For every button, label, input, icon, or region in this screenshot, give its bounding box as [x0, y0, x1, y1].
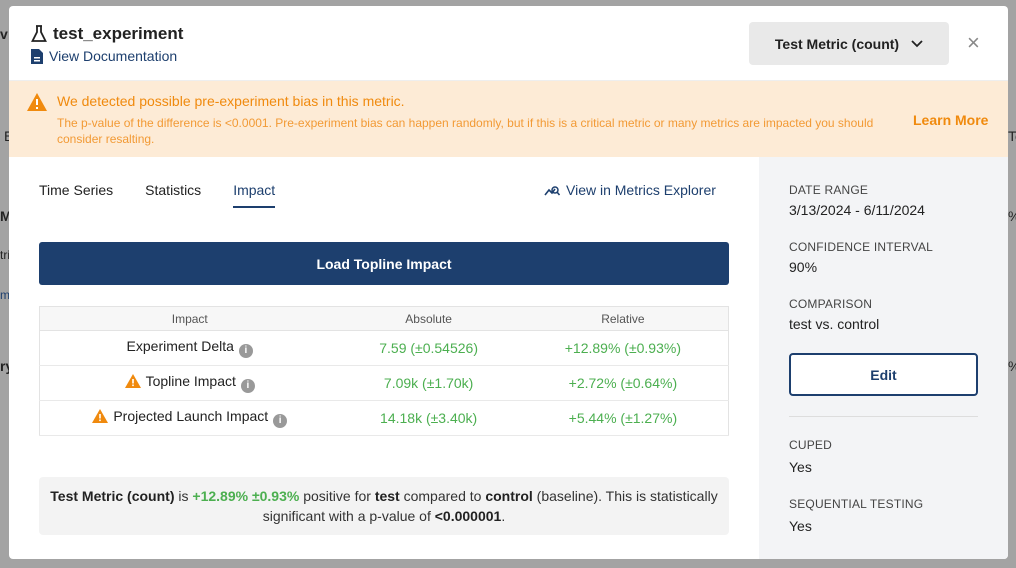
- relative-cell: +5.44% (±1.27%): [517, 400, 729, 436]
- summary-group: test: [374, 488, 400, 504]
- column-header: Relative: [517, 306, 729, 331]
- table-row: Projected Launch Impact i 14.18k (±3.40k)…: [39, 400, 729, 436]
- bg-text: tri: [0, 248, 10, 262]
- impact-name: Topline Impact: [145, 373, 236, 389]
- flask-icon: [31, 25, 47, 42]
- view-documentation-label: View Documentation: [49, 48, 178, 64]
- experiment-title: test_experiment: [31, 24, 183, 44]
- info-icon[interactable]: i: [240, 379, 255, 393]
- column-header: Absolute: [339, 306, 518, 331]
- impact-name-cell: Topline Impact i: [39, 365, 340, 401]
- learn-more-link[interactable]: Learn More: [913, 112, 989, 128]
- bg-text: M: [0, 208, 12, 224]
- summary-text: (baseline). This is statistically signif…: [262, 488, 718, 524]
- summary-text: compared to: [399, 488, 486, 504]
- column-header: Impact: [39, 306, 340, 331]
- bg-text: E: [4, 128, 13, 144]
- chevron-down-icon: [911, 39, 923, 47]
- summary-control: control: [485, 488, 533, 504]
- bg-text: v: [0, 26, 8, 42]
- info-icon[interactable]: i: [238, 344, 253, 358]
- metrics-explorer-label: View in Metrics Explorer: [566, 182, 716, 198]
- cuped-value: Yes: [789, 459, 812, 475]
- divider: [789, 416, 978, 417]
- absolute-cell: 7.09k (±1.70k): [339, 365, 518, 401]
- impact-name-cell: Experiment Delta i: [39, 330, 340, 366]
- load-topline-impact-button[interactable]: Load Topline Impact: [39, 242, 729, 285]
- document-icon: [31, 48, 43, 64]
- bg-text: m: [0, 288, 10, 302]
- summary-text: positive for: [299, 488, 375, 504]
- tab-bar: Time Series Statistics Impact: [39, 182, 276, 208]
- sequential-testing-label: SEQUENTIAL TESTING: [789, 497, 924, 511]
- impact-table: Impact Absolute Relative Experiment Delt…: [39, 306, 729, 436]
- info-icon[interactable]: i: [273, 414, 288, 428]
- comparison-value: test vs. control: [789, 316, 880, 332]
- absolute-cell: 7.59 (±0.54526): [339, 330, 518, 366]
- relative-cell: +2.72% (±0.64%): [517, 365, 729, 401]
- absolute-cell: 14.18k (±3.40k): [339, 400, 518, 436]
- date-range-label: DATE RANGE: [789, 183, 869, 197]
- summary-text: is: [174, 488, 193, 504]
- confidence-interval-label: CONFIDENCE INTERVAL: [789, 240, 934, 254]
- warning-icon: [92, 409, 109, 423]
- table-row: Experiment Delta i 7.59 (±0.54526) +12.89…: [39, 330, 729, 366]
- banner-body: The p-value of the difference is <0.0001…: [57, 116, 874, 146]
- impact-name-cell: Projected Launch Impact i: [39, 400, 340, 436]
- impact-name: Projected Launch Impact: [113, 408, 269, 424]
- table-row: Topline Impact i 7.09k (±1.70k) +2.72% (±…: [39, 365, 729, 401]
- banner-heading: We detected possible pre-experiment bias…: [57, 93, 405, 109]
- warning-icon: [124, 374, 141, 388]
- summary-metric: Test Metric (count): [50, 488, 175, 504]
- relative-cell: +12.89% (±0.93%): [517, 330, 729, 366]
- date-range-value: 3/13/2024 - 6/11/2024: [789, 202, 925, 218]
- metrics-explorer-link[interactable]: View in Metrics Explorer: [544, 182, 716, 198]
- impact-name: Experiment Delta: [126, 338, 234, 354]
- metric-select-value: Test Metric (count): [774, 35, 900, 52]
- chart-search-icon: [544, 186, 560, 196]
- summary-pvalue: <0.000001: [434, 508, 502, 524]
- warning-icon: [27, 93, 47, 111]
- edit-button[interactable]: Edit: [789, 353, 978, 396]
- summary-text: .: [501, 508, 506, 524]
- table-header-row: Impact Absolute Relative: [39, 306, 729, 331]
- bg-text: %: [1008, 208, 1016, 224]
- experiment-name: test_experiment: [53, 24, 184, 43]
- confidence-interval-value: 90%: [789, 259, 818, 275]
- tab-impact[interactable]: Impact: [233, 182, 276, 208]
- bg-text: Te: [1008, 128, 1016, 144]
- close-button[interactable]: ×: [967, 30, 980, 55]
- metric-select[interactable]: Test Metric (count): [749, 22, 949, 65]
- tab-time-series[interactable]: Time Series: [39, 182, 114, 198]
- tab-statistics[interactable]: Statistics: [145, 182, 202, 198]
- result-summary: Test Metric (count) is +12.89% ±0.93% po…: [39, 477, 729, 535]
- summary-delta: +12.89% ±0.93%: [192, 488, 300, 504]
- cuped-label: CUPED: [789, 438, 833, 452]
- view-documentation-link[interactable]: View Documentation: [31, 48, 177, 64]
- bias-warning-banner: We detected possible pre-experiment bias…: [9, 81, 1008, 157]
- sequential-testing-value: Yes: [789, 518, 812, 534]
- modal-header: test_experiment View Documentation Test …: [9, 6, 1008, 81]
- settings-sidebar: DATE RANGE 3/13/2024 - 6/11/2024 CONFIDE…: [759, 157, 1008, 559]
- metric-detail-modal: test_experiment View Documentation Test …: [9, 6, 1008, 559]
- comparison-label: COMPARISON: [789, 297, 873, 311]
- bg-text: %: [1008, 358, 1016, 374]
